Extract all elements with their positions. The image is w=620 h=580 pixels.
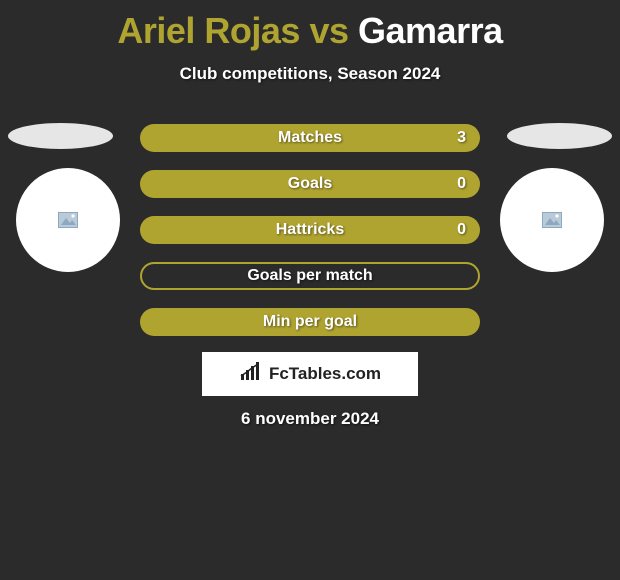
subtitle: Club competitions, Season 2024 <box>0 64 620 84</box>
stat-row-goals: Goals 0 <box>140 170 480 198</box>
chart-bars-icon <box>239 362 263 387</box>
player2-avatar-circle <box>500 168 604 272</box>
stat-label: Matches <box>278 129 342 147</box>
player2-name: Gamarra <box>358 10 503 51</box>
stat-row-min-per-goal: Min per goal <box>140 308 480 336</box>
player1-ellipse <box>8 123 113 149</box>
image-placeholder-icon <box>58 212 78 228</box>
stat-label: Goals per match <box>247 267 372 285</box>
stat-row-goals-per-match: Goals per match <box>140 262 480 290</box>
stat-label: Hattricks <box>276 221 344 239</box>
player1-avatar-circle <box>16 168 120 272</box>
comparison-title: Ariel Rojas vs Gamarra <box>0 0 620 52</box>
player2-ellipse <box>507 123 612 149</box>
stats-container: Matches 3 Goals 0 Hattricks 0 Goals per … <box>140 124 480 354</box>
stat-value: 0 <box>457 175 466 193</box>
stat-value: 0 <box>457 221 466 239</box>
image-placeholder-icon <box>542 212 562 228</box>
player1-name: Ariel Rojas <box>117 10 300 51</box>
stat-value: 3 <box>457 129 466 147</box>
stat-label: Min per goal <box>263 313 357 331</box>
title-separator: vs <box>309 10 348 51</box>
brand-badge: FcTables.com <box>202 352 418 396</box>
brand-text: FcTables.com <box>269 364 381 384</box>
stat-label: Goals <box>288 175 332 193</box>
stat-row-hattricks: Hattricks 0 <box>140 216 480 244</box>
stat-row-matches: Matches 3 <box>140 124 480 152</box>
date-text: 6 november 2024 <box>0 409 620 429</box>
